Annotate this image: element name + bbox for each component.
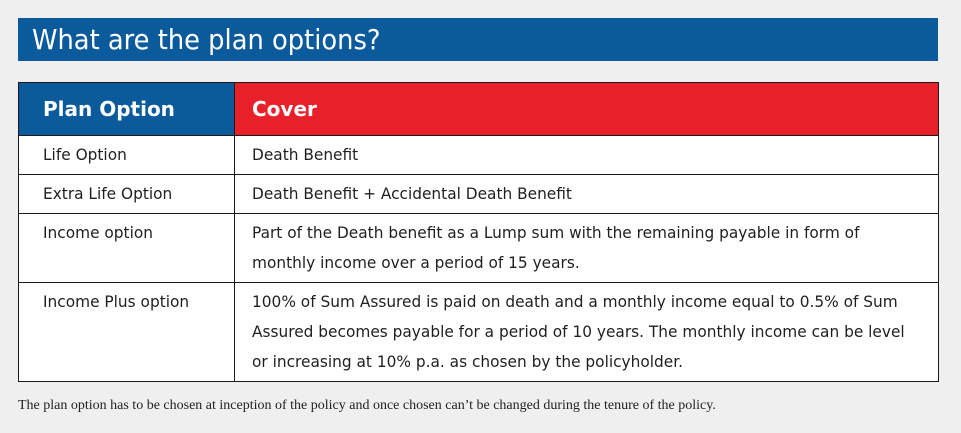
- table-row: Income Plus option 100% of Sum Assured i…: [18, 282, 939, 382]
- cover-cell: Death Benefit: [234, 135, 939, 175]
- page-title: What are the plan options?: [32, 22, 381, 56]
- plan-option-income-plus: Income Plus option: [43, 292, 190, 311]
- cover-income-plus: 100% of Sum Assured is paid on death and…: [252, 292, 905, 371]
- table-row: Income option Part of the Death benefit …: [18, 213, 939, 283]
- footnote: The plan option has to be chosen at ince…: [18, 398, 716, 413]
- plan-option-cell: Income option: [18, 213, 235, 283]
- title-bar: What are the plan options?: [18, 18, 938, 61]
- table-row: Extra Life Option Death Benefit + Accide…: [18, 174, 939, 214]
- plan-option-cell: Income Plus option: [18, 282, 235, 382]
- cover-income: Part of the Death benefit as a Lump sum …: [252, 223, 860, 272]
- plan-option-life: Life Option: [43, 145, 127, 164]
- column-header-plan-option: Plan Option: [18, 82, 235, 136]
- cover-cell: Part of the Death benefit as a Lump sum …: [234, 213, 939, 283]
- plan-option-extra-life: Extra Life Option: [43, 184, 173, 203]
- table-header-row: Plan Option Cover: [18, 82, 939, 136]
- cover-cell: 100% of Sum Assured is paid on death and…: [234, 282, 939, 382]
- plan-options-table: Plan Option Cover Life Option Death Bene…: [18, 82, 939, 382]
- plan-option-cell: Life Option: [18, 135, 235, 175]
- plan-option-income: Income option: [43, 223, 153, 242]
- column-header-cover: Cover: [234, 82, 939, 136]
- cover-extra-life: Death Benefit + Accidental Death Benefit: [252, 184, 572, 203]
- cover-life: Death Benefit: [252, 145, 359, 164]
- table-row: Life Option Death Benefit: [18, 135, 939, 175]
- cover-cell: Death Benefit + Accidental Death Benefit: [234, 174, 939, 214]
- plan-option-cell: Extra Life Option: [18, 174, 235, 214]
